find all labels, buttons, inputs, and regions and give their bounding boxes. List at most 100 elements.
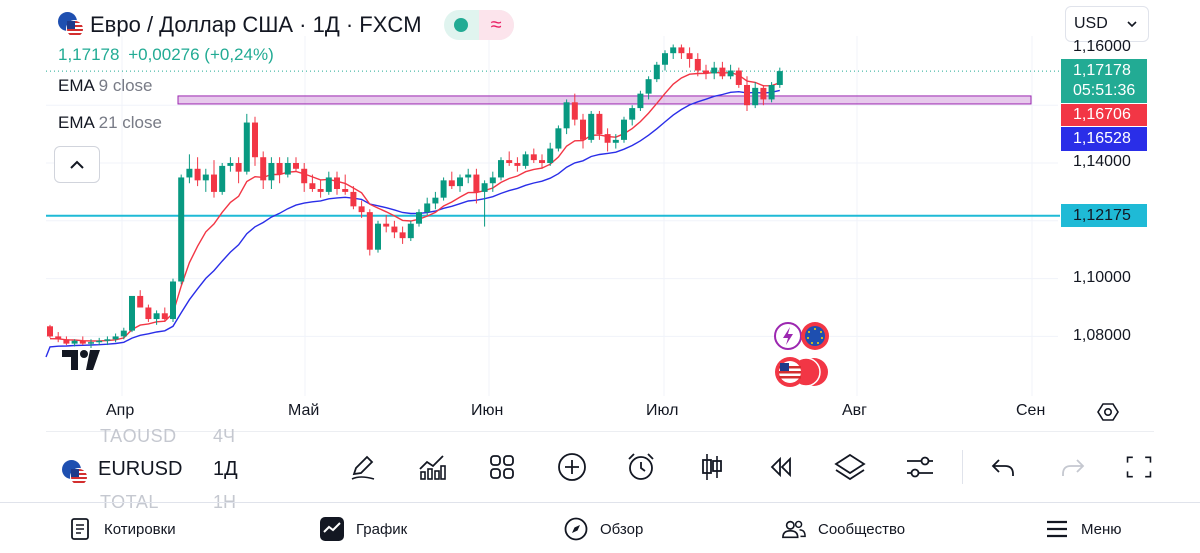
prev-symbol[interactable]: TAOUSD xyxy=(100,426,177,446)
candle-body xyxy=(399,232,406,239)
candle-body xyxy=(621,119,627,140)
candle-body xyxy=(358,206,365,213)
candle-body xyxy=(301,168,308,184)
prev-timeframe[interactable]: 4Ч xyxy=(213,426,236,446)
nav-community[interactable]: Сообщество xyxy=(782,517,905,541)
candle-body xyxy=(727,70,734,77)
candle-body xyxy=(88,342,94,344)
layers-icon[interactable] xyxy=(833,450,867,484)
candle-body xyxy=(432,197,439,204)
time-tick: Сен xyxy=(1016,402,1046,419)
compass-icon xyxy=(564,517,588,541)
candle-body xyxy=(293,163,299,169)
collapse-indicators-button[interactable] xyxy=(54,146,100,183)
candle-body xyxy=(768,84,775,100)
candle-body xyxy=(129,295,135,331)
candle-body xyxy=(161,313,168,320)
candle-body xyxy=(760,87,767,100)
candle-body xyxy=(145,307,152,320)
undo-icon[interactable] xyxy=(986,450,1020,484)
price-quote: 1,17178 +0,00276 (+0,24%) xyxy=(58,45,274,65)
nav-quotes[interactable]: Котировки xyxy=(68,517,176,541)
price-change: +0,00276 (+0,24%) xyxy=(128,45,274,64)
candle-body xyxy=(63,339,70,344)
candle-body xyxy=(530,154,537,161)
nav-menu[interactable]: Меню xyxy=(1045,517,1122,541)
indicator-ema21[interactable]: EMA 21 close xyxy=(58,113,162,132)
candle-body xyxy=(686,53,693,59)
ema9-price-label: 1,16706 xyxy=(1061,104,1147,126)
last-price: 1,17178 xyxy=(58,45,120,64)
redo-icon[interactable] xyxy=(1056,450,1090,484)
ema21-line xyxy=(45,89,780,358)
time-tick: Апр xyxy=(106,402,135,419)
fullscreen-icon[interactable] xyxy=(1124,450,1154,484)
candle-body xyxy=(325,177,332,192)
candle-body xyxy=(596,113,603,135)
candle-body xyxy=(170,281,176,320)
candle-body xyxy=(719,67,726,77)
candle-body xyxy=(489,177,496,184)
candle-body xyxy=(186,168,193,178)
candle-body xyxy=(268,163,275,181)
candle-body xyxy=(227,163,234,166)
indicators-icon[interactable] xyxy=(415,450,449,484)
candle-body xyxy=(637,93,644,109)
time-tick: Июл xyxy=(646,402,679,419)
time-tick: Авг xyxy=(842,402,868,419)
candle-body xyxy=(252,122,258,158)
candle-body xyxy=(735,70,742,85)
layout-icon[interactable] xyxy=(485,450,519,484)
add-icon[interactable] xyxy=(555,450,589,484)
candle-body xyxy=(366,212,373,250)
candle-body xyxy=(678,47,685,54)
symbol-name[interactable]: EURUSD xyxy=(98,458,183,480)
candle-body xyxy=(563,102,570,129)
chart-settings-icon[interactable] xyxy=(1096,400,1120,424)
currency-select[interactable]: USD xyxy=(1065,6,1149,42)
candle-body xyxy=(334,177,340,190)
price-chart[interactable] xyxy=(0,0,1200,430)
candle-body xyxy=(219,165,226,192)
price-tick: 1,14000 xyxy=(1073,153,1131,170)
candle-body xyxy=(120,330,127,337)
community-icon xyxy=(782,517,806,541)
candle-body xyxy=(440,180,447,198)
candle-body xyxy=(178,177,185,282)
candle-body xyxy=(375,223,381,250)
market-status-pill[interactable]: ≈ xyxy=(443,10,514,40)
candle-body xyxy=(481,183,488,192)
candles-icon[interactable] xyxy=(695,450,729,484)
candle-body xyxy=(416,212,422,224)
pencil-icon[interactable] xyxy=(346,450,380,484)
eur-usd-flag-icon xyxy=(58,12,84,38)
indicator-ema9[interactable]: EMA 9 close xyxy=(58,76,153,95)
nav-chart[interactable]: График xyxy=(320,517,407,541)
bottom-navigation: Котировки График Обзор Сообщество Меню xyxy=(0,502,1200,553)
chevron-down-icon xyxy=(1127,21,1137,28)
candle-body xyxy=(752,87,759,106)
economic-events-markers[interactable] xyxy=(772,320,834,390)
candle-body xyxy=(47,326,53,337)
candle-body xyxy=(276,163,283,175)
symbol-switcher[interactable]: TAOUSD 4Ч EURUSD 1Д TOTAL 1Н xyxy=(62,426,262,512)
candle-body xyxy=(703,70,709,74)
candle-body xyxy=(202,174,209,181)
eu-event-icon xyxy=(805,326,825,346)
replay-icon[interactable] xyxy=(764,450,798,484)
candle-body xyxy=(448,180,455,187)
candle-body xyxy=(694,58,701,71)
candle-body xyxy=(547,148,554,163)
timeframe[interactable]: 1Д xyxy=(213,458,238,480)
candle-body xyxy=(514,163,521,166)
time-tick: Июн xyxy=(471,402,504,419)
candle-body xyxy=(284,163,291,175)
chart-title: Евро / Доллар США · 1Д · FXCM xyxy=(90,12,422,37)
candle-body xyxy=(211,174,217,192)
price-tick: 1,16000 xyxy=(1073,38,1131,55)
candle-body xyxy=(153,313,160,320)
alarm-icon[interactable] xyxy=(624,450,658,484)
candle-body xyxy=(79,340,86,344)
nav-overview[interactable]: Обзор xyxy=(564,517,643,541)
settings-icon[interactable] xyxy=(903,450,937,484)
